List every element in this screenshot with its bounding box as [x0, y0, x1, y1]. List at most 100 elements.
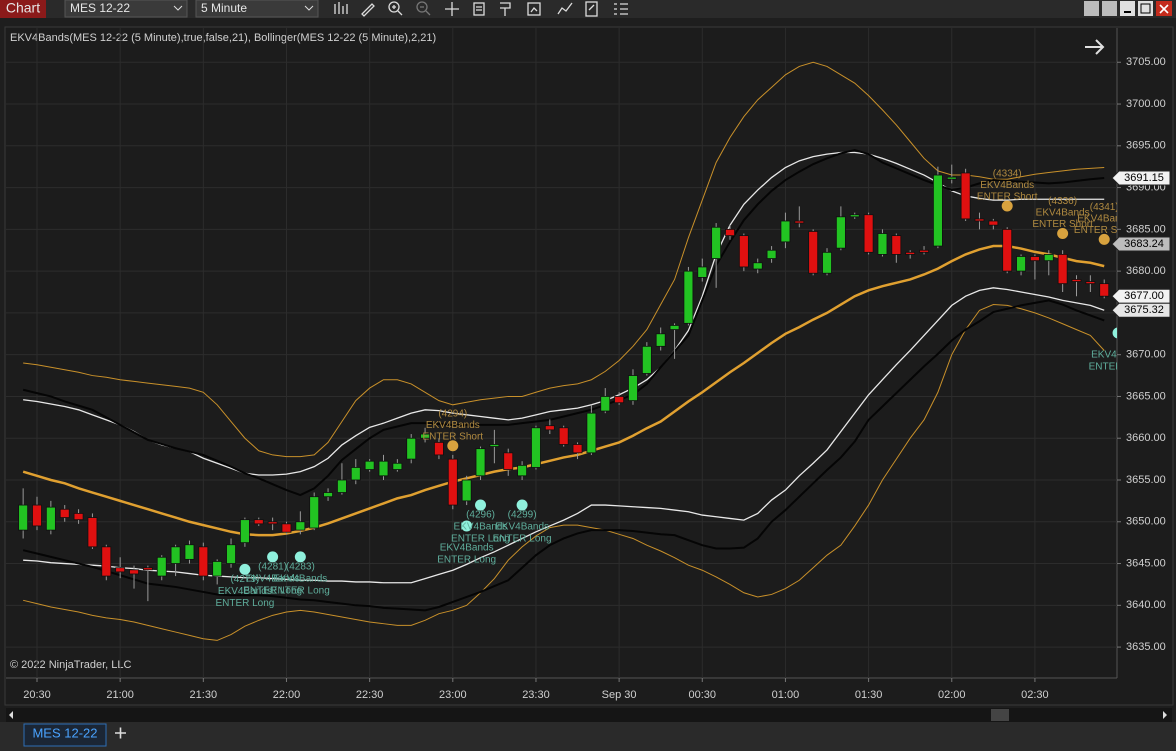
- chart-panel: [4, 26, 1174, 706]
- signal-dot: [461, 520, 473, 532]
- signal-text: (4336): [1048, 196, 1077, 207]
- candle-body: [988, 220, 999, 226]
- candle-body: [891, 235, 902, 255]
- candle-body: [766, 249, 777, 259]
- candle-body: [420, 433, 430, 439]
- price-marker-label: 3677.00: [1124, 290, 1164, 302]
- candle-body: [933, 174, 943, 247]
- candle-body: [73, 513, 84, 521]
- x-tick-label: 02:30: [1021, 689, 1049, 701]
- signal-text: (4281): [258, 561, 287, 572]
- signal-text: EKV4Bands: [273, 573, 327, 584]
- candle-body: [697, 266, 708, 278]
- candle-body: [794, 220, 805, 224]
- candle-body: [905, 251, 916, 255]
- x-tick-label: 20:30: [23, 689, 51, 701]
- signal-text: EKV4Bands: [1077, 214, 1131, 225]
- y-tick-label: 3645.00: [1126, 557, 1166, 569]
- candle-body: [392, 462, 403, 470]
- candle-body: [531, 427, 541, 468]
- signal-text: ENTER Long: [451, 534, 510, 545]
- y-tick-label: 3680.00: [1126, 265, 1166, 277]
- candle-body: [142, 567, 153, 571]
- indicator-line: [23, 151, 1105, 476]
- scroll-right[interactable]: [1163, 711, 1167, 719]
- candle-body: [517, 464, 527, 477]
- signal-text: (4334): [993, 169, 1022, 180]
- candle-body: [59, 508, 70, 518]
- candle-body: [808, 231, 819, 274]
- dropdown-arrow: [173, 5, 183, 11]
- signal-text: (4283): [286, 561, 315, 572]
- y-tick-label: 3640.00: [1126, 599, 1166, 611]
- y-tick-label: 3655.00: [1126, 474, 1166, 486]
- signal-text: ENTER Long: [215, 598, 274, 609]
- interval-select[interactable]: [195, 0, 319, 18]
- candle-body: [323, 492, 333, 498]
- candle-body: [295, 521, 306, 531]
- candle-body: [780, 220, 791, 243]
- price-marker: [1111, 236, 1171, 252]
- candle-body: [1043, 254, 1054, 262]
- signal-dot: [475, 499, 487, 511]
- candle-body: [822, 251, 832, 274]
- scroll-left[interactable]: [9, 711, 13, 719]
- signal-text: EKV4Bands: [218, 586, 272, 597]
- candle-body: [628, 375, 638, 402]
- signal-text: (4296): [466, 510, 495, 521]
- signal-text: ENTER Long: [437, 555, 496, 566]
- price-marker-label: 3691.15: [1124, 172, 1164, 184]
- candle-body: [960, 172, 971, 220]
- scroll-right-arrow[interactable]: [1085, 39, 1105, 55]
- interval-text: 5 Minute: [201, 1, 247, 15]
- signal-dot: [1098, 233, 1110, 245]
- candle-body: [1030, 256, 1040, 262]
- tab-label: MES 12-22: [32, 725, 97, 740]
- candle-body: [849, 214, 860, 218]
- candle-body: [434, 441, 444, 456]
- signal-dot: [1001, 200, 1013, 212]
- indicator-line: [23, 304, 1105, 641]
- signal-dot: [267, 551, 279, 563]
- toolbar-icons[interactable]: [334, 1, 628, 17]
- candle-body: [267, 521, 278, 525]
- signal-dot: [294, 551, 306, 563]
- candle-body: [87, 517, 98, 548]
- x-tick-label: 21:00: [106, 689, 134, 701]
- candle-body: [1099, 283, 1110, 297]
- candle-body: [184, 544, 195, 560]
- x-tick-label: 01:00: [772, 689, 800, 701]
- candle-body: [170, 546, 181, 564]
- signal-text: EKV4Bands: [1036, 208, 1090, 219]
- signal-text: EKV4Bands: [426, 420, 480, 431]
- candle-body: [946, 176, 957, 180]
- candle-body: [101, 546, 112, 577]
- signal-dot: [239, 563, 251, 575]
- candle-body: [711, 226, 722, 259]
- indicator-line: [22, 244, 1105, 537]
- window-buttons[interactable]: [1084, 1, 1172, 16]
- signal-text: (4279): [230, 574, 259, 585]
- x-tick-label: 22:30: [356, 689, 384, 701]
- window-title: Chart: [6, 0, 40, 16]
- add-tab[interactable]: [115, 727, 126, 739]
- price-marker: [1111, 302, 1171, 318]
- scrollbar[interactable]: [6, 708, 1172, 722]
- candle-body: [378, 460, 389, 477]
- candle-body: [600, 396, 611, 412]
- scroll-thumb[interactable]: [991, 709, 1009, 721]
- tab[interactable]: [23, 723, 107, 747]
- y-tick-label: 3695.00: [1126, 140, 1166, 152]
- instrument-select[interactable]: [64, 0, 188, 18]
- x-tick-label: 00:30: [689, 689, 717, 701]
- signal-text: ENTER Long: [243, 585, 302, 596]
- candle-body: [226, 544, 236, 564]
- x-tick-label: 21:30: [190, 689, 218, 701]
- signal-text: EKV4Bands: [454, 522, 508, 533]
- candle-body: [725, 228, 735, 237]
- signal-text: ENTER Short: [1074, 225, 1135, 236]
- price-marker-label: 3675.32: [1124, 304, 1164, 316]
- x-tick-label: 02:00: [938, 689, 966, 701]
- tab-bar: [0, 722, 1176, 751]
- candle-body: [738, 235, 749, 268]
